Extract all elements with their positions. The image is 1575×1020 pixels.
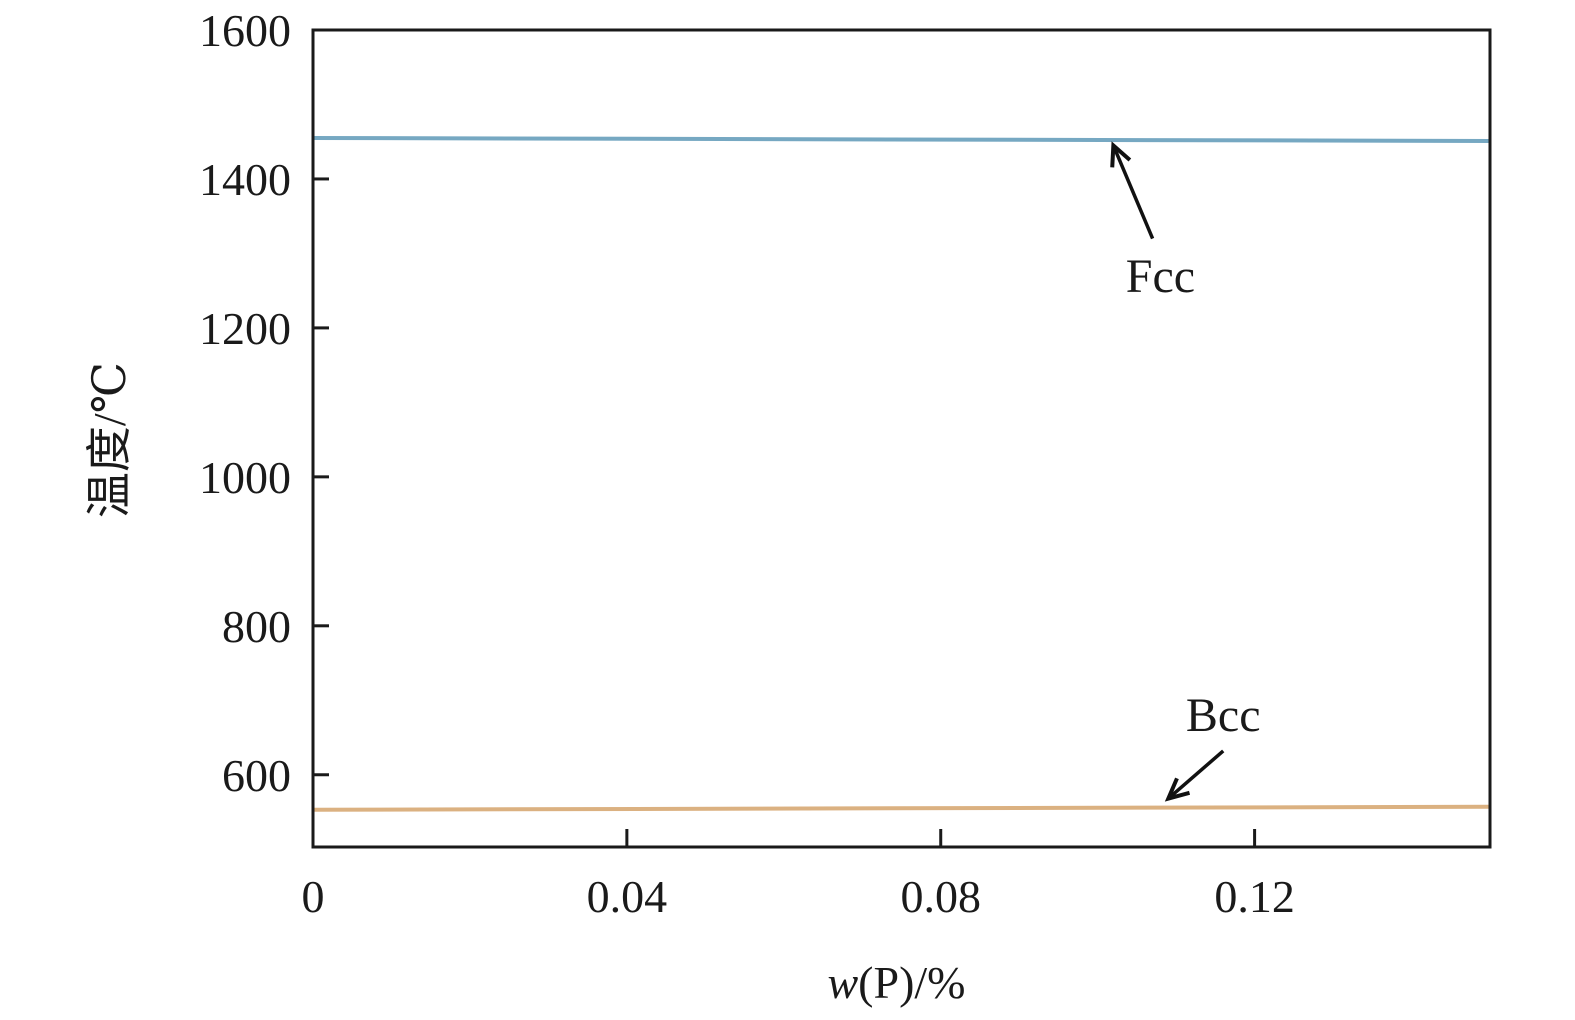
series-line-fcc xyxy=(312,135,1491,143)
annotation-label-fcc: Fcc xyxy=(1126,250,1195,303)
arrow-head-icon xyxy=(1110,141,1132,168)
series-line-bcc xyxy=(312,804,1491,812)
y-tick-label: 600 xyxy=(222,750,291,801)
y-axis-label: 温度/℃ xyxy=(84,362,135,518)
y-tick-label: 1200 xyxy=(199,303,291,354)
x-tick-label: 0.04 xyxy=(587,871,668,922)
plot-frame xyxy=(311,28,1492,849)
y-tick-label: 1600 xyxy=(199,5,291,56)
annotation-arrow-fcc xyxy=(1111,144,1155,240)
y-tick-label: 1400 xyxy=(199,154,291,205)
x-axis-label: w(P)/% xyxy=(827,957,965,1008)
x-tick-label: 0.12 xyxy=(1214,871,1295,922)
y-tick-label: 1000 xyxy=(199,452,291,503)
x-tick-label: 0.08 xyxy=(900,871,981,922)
annotation-label-bcc: Bcc xyxy=(1186,689,1261,742)
arrow-head-icon xyxy=(1164,777,1191,802)
x-tick-label: 0 xyxy=(302,871,325,922)
y-tick-label: 800 xyxy=(222,601,291,652)
x-axis-label-rest: (P)/% xyxy=(858,957,965,1008)
x-axis-label-italic: w xyxy=(827,957,858,1008)
annotation-arrow-bcc xyxy=(1167,749,1225,800)
